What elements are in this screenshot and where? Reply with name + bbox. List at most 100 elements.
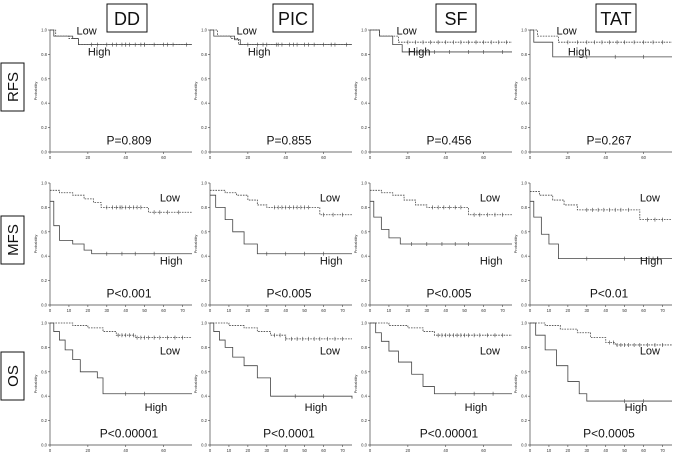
panel-os-sf-ylabel: Probability (353, 375, 358, 394)
panel-rfs-sf-ytick-label: 0.0 (361, 150, 367, 155)
column-header-dd: DD (106, 3, 148, 33)
panel-rfs-tat-ytick-label: 0.0 (521, 150, 527, 155)
panel-os-pic-xtick-label: 60 (321, 448, 326, 453)
panel-os-tat-xtick-label: 70 (660, 448, 665, 453)
panel-rfs-sf-low-label: Low (397, 25, 417, 37)
panel-mfs-tat-ytick-label: 0.2 (521, 278, 527, 283)
panel-os-tat-xtick-label: 30 (584, 448, 589, 453)
panel-mfs-pic-low-label: Low (320, 192, 340, 204)
panel-mfs-dd-xtick-label: 0 (49, 308, 52, 313)
panel-os-dd-ytick-label: 0.6 (41, 369, 47, 374)
panel-rfs-tat: 0.0 0.2 0.4 0.6 0.8 1.0 0 20 40 60 Probability Low H… (513, 25, 672, 160)
panel-rfs-tat-ytick-label: 0.8 (521, 52, 527, 57)
panel-mfs-pic-xtick-label: 20 (246, 308, 251, 313)
panel-os-pic-xtick-label: 70 (340, 448, 345, 453)
panel-rfs-pic-ytick-label: 0.2 (201, 125, 207, 130)
panel-rfs-sf-ytick-label: 0.6 (361, 76, 367, 81)
panel-mfs-pic-ylabel: Probability (193, 235, 198, 254)
panel-os-dd-ytick-label: 1.0 (41, 321, 47, 326)
panel-os-tat-xtick-label: 0 (529, 448, 532, 453)
panel-mfs-pic-xtick-label: 0 (209, 308, 212, 313)
panel-os-sf-ytick-label: 0.2 (361, 418, 367, 423)
panel-os-sf-low-label: Low (480, 346, 500, 358)
panel-os-pic-ytick-label: 0.4 (201, 394, 207, 399)
panel-mfs-tat-ytick-label: 0.0 (521, 303, 527, 308)
panel-mfs-dd-xtick-label: 30 (104, 308, 109, 313)
panel-rfs-pic-ytick-label: 0.0 (201, 150, 207, 155)
panel-rfs-sf-ytick-label: 0.4 (361, 101, 367, 106)
panel-os-sf-ytick-label: 0.6 (361, 369, 367, 374)
panel-rfs-pic-xtick-label: 0 (209, 155, 212, 160)
panel-os-pic-ylabel: Probability (193, 375, 198, 394)
panel-mfs-sf-ylabel: Probability (353, 235, 358, 254)
panel-mfs-pic-ytick-label: 0.4 (201, 254, 207, 259)
panel-mfs-tat-high-curve (530, 200, 672, 260)
panel-os-sf-xtick-label: 40 (443, 448, 448, 453)
panel-mfs-tat-low-curve (530, 191, 672, 220)
panel-rfs-sf-xtick-label: 40 (443, 155, 448, 160)
panel-mfs-tat-ytick-label: 0.8 (521, 205, 527, 210)
column-header-box (435, 3, 477, 33)
panel-mfs-pic-ytick-label: 0.2 (201, 278, 207, 283)
panel-mfs-pic-xtick-label: 30 (264, 308, 269, 313)
panel-os-pic-ytick-label: 0.6 (201, 369, 207, 374)
panel-mfs-sf-ytick-label: 0.8 (361, 205, 367, 210)
panel-mfs-dd-low-label: Low (160, 192, 180, 204)
panel-os-tat-ytick-label: 0.0 (521, 443, 527, 448)
panel-mfs-dd-low-curve (50, 189, 192, 213)
panel-mfs-tat-xtick-label: 60 (641, 308, 646, 313)
panel-rfs-pic-high-label: High (248, 47, 271, 59)
panel-rfs-sf-p-value: P=0.456 (426, 134, 471, 148)
panel-mfs-pic-ytick-label: 0.0 (201, 303, 207, 308)
panel-rfs-sf-ytick-label: 0.8 (361, 52, 367, 57)
panel-mfs-sf-xtick-label: 40 (443, 308, 448, 313)
panel-rfs-dd-ytick-label: 0.8 (41, 52, 47, 57)
panel-mfs-tat-ytick-label: 1.0 (521, 181, 527, 186)
panel-rfs-tat-p-value: P=0.267 (586, 134, 631, 148)
panel-rfs-sf-high-curve (370, 29, 512, 53)
panel-os-sf-ytick-label: 1.0 (361, 321, 367, 326)
panel-rfs-tat-xtick-label: 0 (529, 155, 532, 160)
panel-os-dd-low-curve (50, 322, 192, 339)
panel-os-sf-xtick-label: 60 (481, 448, 486, 453)
column-header-sf: SF (435, 3, 477, 33)
panel-os-pic-xtick-label: 50 (302, 448, 307, 453)
panel-rfs-pic-high-curve (210, 29, 352, 46)
panel-rfs-dd: 0.0 0.2 0.4 0.6 0.8 1.0 0 20 40 60 Probability Low H… (33, 25, 192, 160)
row-headers: RFS MFS OS (0, 62, 25, 401)
panel-rfs-tat-xtick-label: 20 (566, 155, 571, 160)
panel-mfs-sf-ytick-label: 1.0 (361, 181, 367, 186)
column-header-label: TAT (600, 9, 631, 29)
panel-mfs-sf-high-label: High (480, 256, 503, 268)
row-header-label: RFS (5, 72, 22, 102)
panel-mfs-pic-xtick-label: 40 (283, 308, 288, 313)
row-header-mfs: MFS (0, 215, 25, 265)
row-header-label: MFS (5, 224, 22, 256)
panel-rfs-dd-high-label: High (88, 47, 111, 59)
panel-rfs-pic-low-curve (210, 29, 352, 46)
panel-os-pic-xtick-label: 40 (283, 448, 288, 453)
panel-mfs-sf-xtick-label: 30 (424, 308, 429, 313)
panel-mfs-sf-low-label: Low (480, 192, 500, 204)
panel-rfs-dd-high-curve (50, 29, 192, 46)
panel-mfs-dd-xtick-label: 70 (180, 308, 185, 313)
panel-rfs-dd-ytick-label: 0.2 (41, 125, 47, 130)
panel-mfs-sf-xtick-label: 10 (387, 308, 392, 313)
column-headers: DD PIC SF TAT (106, 3, 637, 33)
panel-os-tat: 0.0 0.2 0.4 0.6 0.8 1.0 0 10 20 30 40 50 60 70 Probabi… (513, 321, 672, 453)
panel-rfs-dd-p-value: P=0.809 (106, 134, 151, 148)
panel-rfs-dd-xtick-label: 60 (161, 155, 166, 160)
panel-os-sf-high-label: High (465, 402, 488, 414)
panel-os-tat-xtick-label: 40 (603, 448, 608, 453)
panel-os-dd-xtick-label: 20 (86, 448, 91, 453)
panel-mfs-tat-xtick-label: 30 (584, 308, 589, 313)
panel-os-sf: 0.0 0.2 0.4 0.6 0.8 1.0 0 20 40 60 Probability Low H… (353, 321, 512, 453)
panel-mfs-pic: 0.0 0.2 0.4 0.6 0.8 1.0 0 10 20 30 40 50 60 70 Probabi… (193, 181, 352, 313)
panel-mfs-tat-xtick-label: 20 (566, 308, 571, 313)
panel-mfs-dd-xtick-label: 20 (86, 308, 91, 313)
panel-rfs-sf-xtick-label: 20 (406, 155, 411, 160)
panel-mfs-tat-xtick-label: 40 (603, 308, 608, 313)
panel-mfs-pic-xtick-label: 60 (321, 308, 326, 313)
panel-mfs-sf-low-curve (370, 189, 512, 216)
panel-os-dd-high-label: High (145, 402, 168, 414)
